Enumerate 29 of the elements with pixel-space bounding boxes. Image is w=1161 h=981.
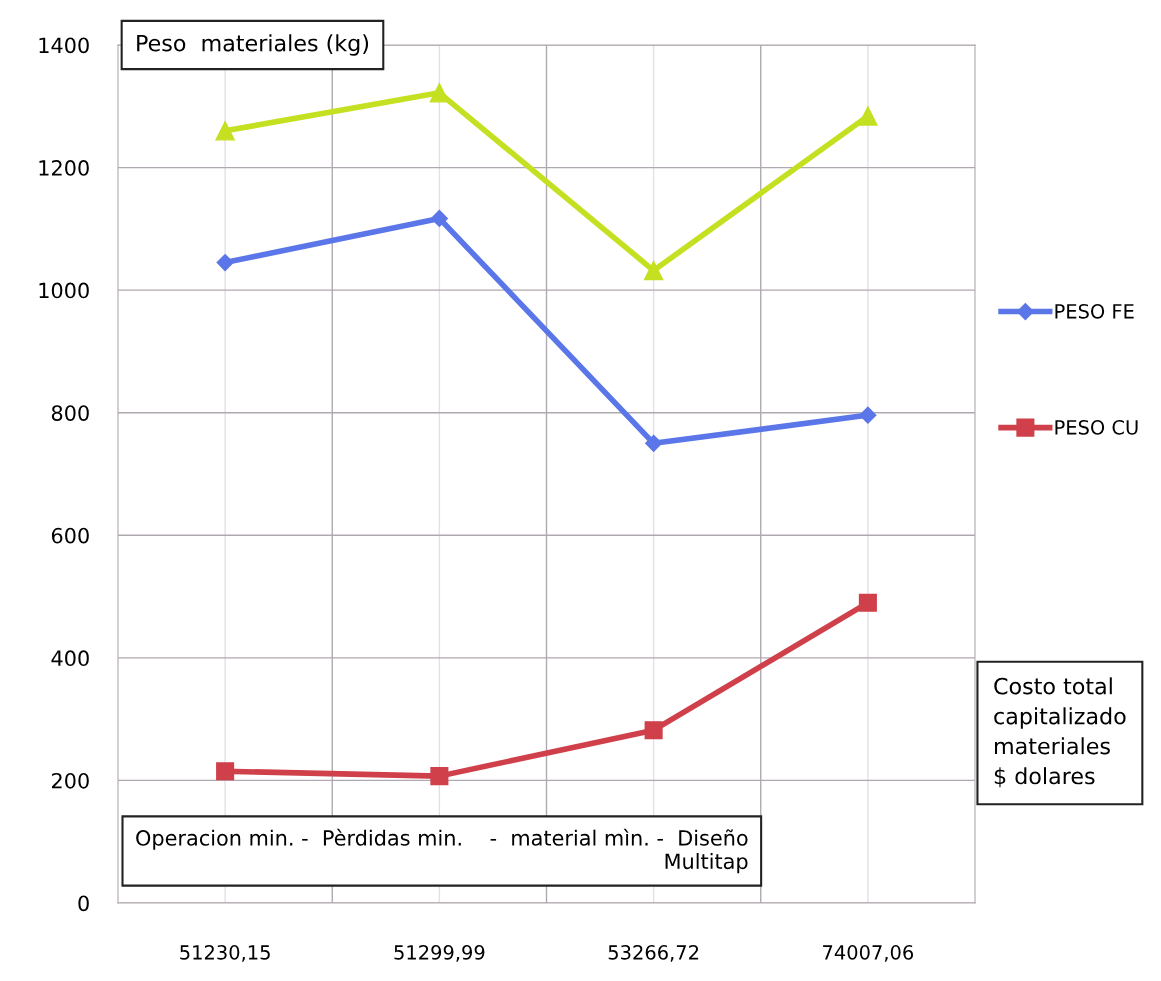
point [858, 593, 877, 612]
x-axis-title: Costo total capitalizado materiales $ dolares [994, 677, 1126, 788]
point [645, 434, 663, 452]
y-tick-label: 1200 [39, 160, 89, 176]
point [215, 121, 235, 141]
y-tick-label: 1400 [39, 37, 89, 54]
point [216, 762, 235, 781]
y-tick-label: 200 [51, 772, 89, 789]
point [644, 721, 663, 740]
y-tick-label: 800 [51, 405, 89, 421]
x-tick-label: 51299,99 [394, 945, 485, 962]
point [429, 83, 450, 103]
point [430, 209, 448, 227]
y-tick-label: 1000 [39, 282, 89, 299]
point [859, 406, 877, 424]
point [216, 254, 234, 272]
legend-label: PESO FE [1055, 303, 1134, 319]
x-tick-label: 53266,72 [608, 945, 699, 962]
y-tick-label: 0 [78, 895, 89, 912]
annotation: Operacion min. - Pèrdidas min. - material mìn. - Diseño Multitap [136, 828, 748, 874]
x-tick-label: 51230,15 [180, 945, 270, 962]
point [430, 767, 449, 786]
y-tick-label: 600 [51, 527, 89, 544]
x-tick-label: 74007,06 [823, 945, 914, 962]
y-tick-label: 400 [51, 650, 89, 667]
legend-label: PESO CU [1055, 419, 1138, 435]
y-axis-title: Peso materiales (kg) [137, 34, 369, 56]
point [643, 260, 664, 281]
point [858, 106, 878, 126]
